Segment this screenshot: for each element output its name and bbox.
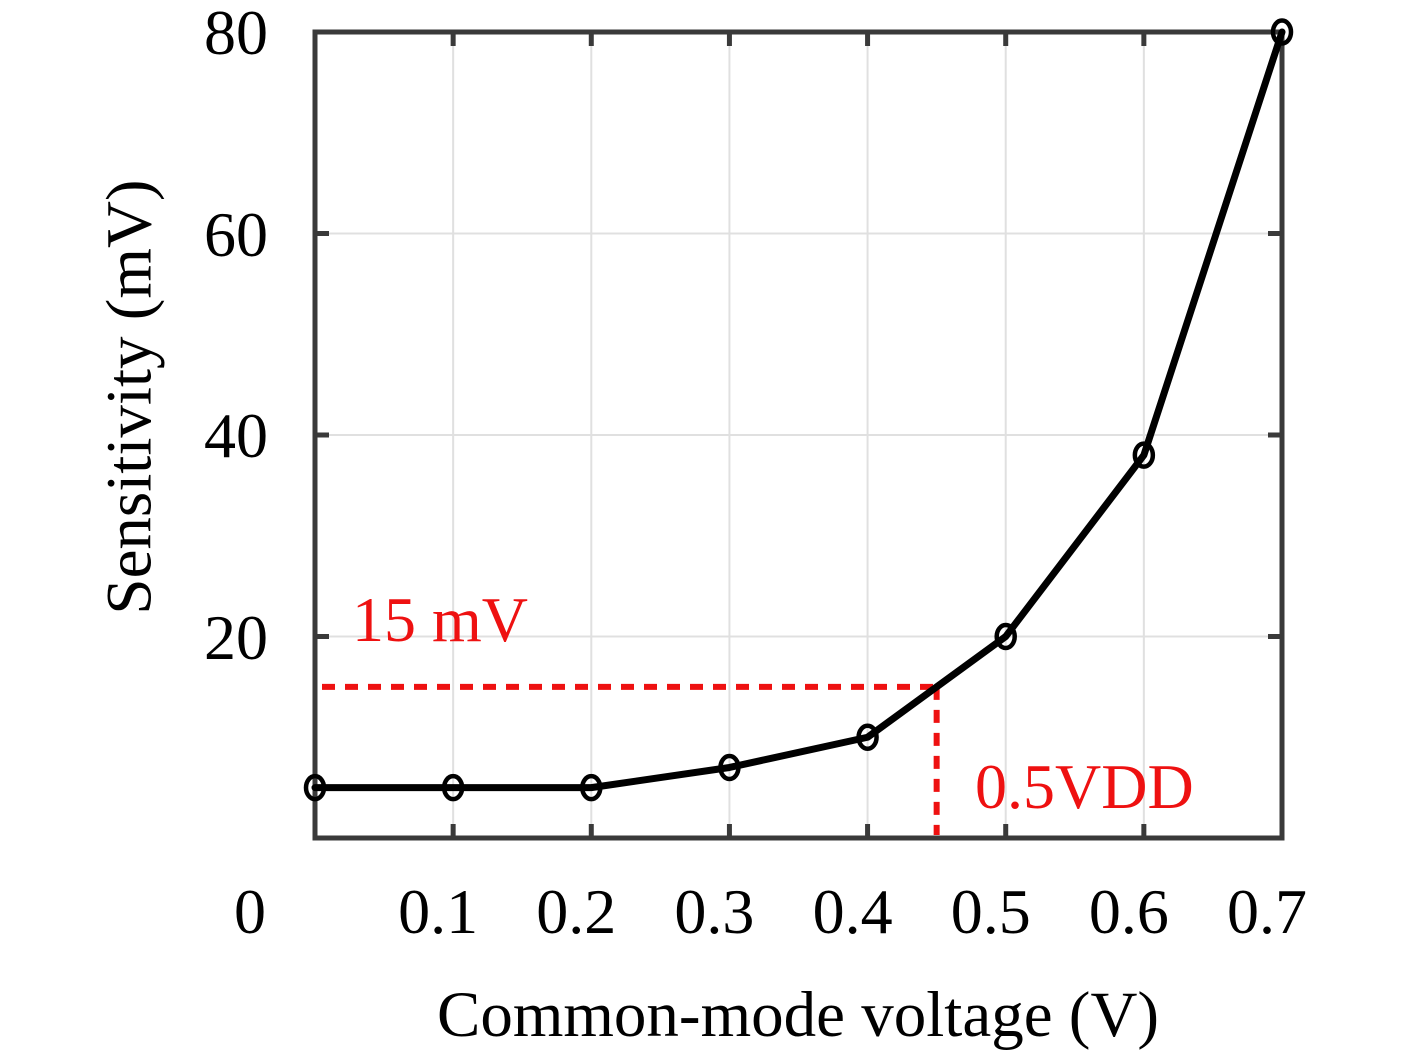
- data-marker: [441, 773, 465, 802]
- data-marker: [1270, 18, 1294, 46]
- data-marker: [303, 773, 327, 802]
- data-marker: [994, 622, 1017, 651]
- data-curve: [311, 28, 1286, 792]
- data-marker: [718, 753, 741, 782]
- data-marker: [856, 723, 879, 751]
- data-marker: [1132, 441, 1156, 469]
- data-marker: [580, 773, 603, 802]
